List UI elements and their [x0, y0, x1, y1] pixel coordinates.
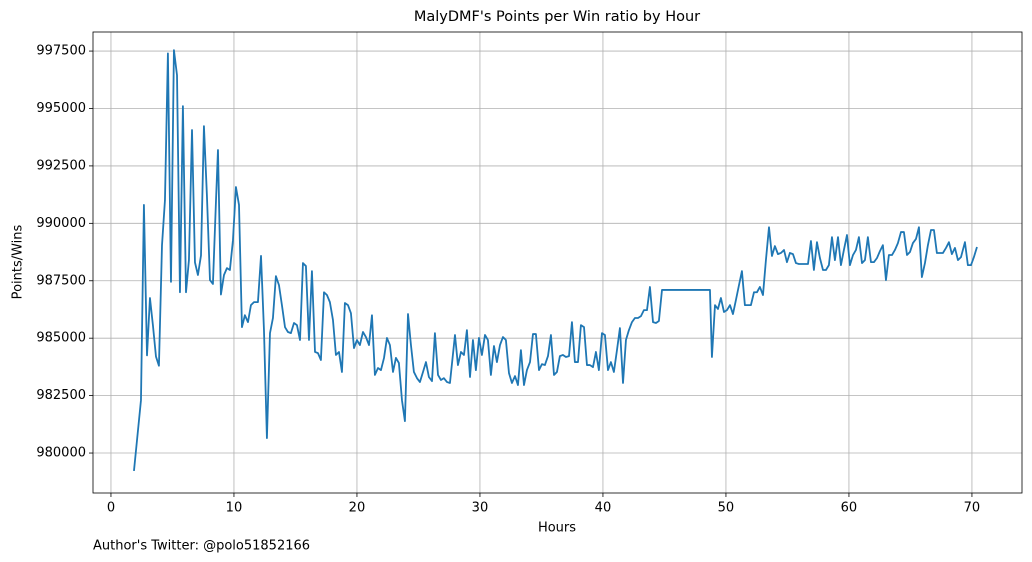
y-tick-label: 995000 — [36, 101, 86, 116]
y-tick-label: 985000 — [36, 331, 86, 346]
y-tick-label: 982500 — [36, 388, 86, 403]
plot-frame — [92, 31, 1023, 494]
chart-title: MalyDMF's Points per Win ratio by Hour — [414, 9, 700, 25]
y-tick-label: 980000 — [36, 446, 86, 461]
y-tick-label: 997500 — [36, 44, 86, 59]
y-tick-label: 992500 — [36, 158, 86, 173]
x-tick-label: 30 — [472, 501, 489, 516]
x-tick-label: 60 — [841, 501, 858, 516]
x-tick-label: 20 — [349, 501, 366, 516]
data-line — [133, 49, 978, 472]
y-tick-label: 990000 — [36, 216, 86, 231]
x-tick-label: 50 — [718, 501, 735, 516]
x-tick-label: 70 — [964, 501, 981, 516]
y-axis-label: Points/Wins — [11, 224, 26, 299]
y-tick-label: 987500 — [36, 273, 86, 288]
x-tick-label: 10 — [226, 501, 243, 516]
x-tick-label: 0 — [107, 501, 115, 516]
x-tick-label: 40 — [595, 501, 612, 516]
annotation: Author's Twitter: @polo51852166 — [93, 539, 310, 554]
x-axis-label: Hours — [538, 521, 576, 536]
